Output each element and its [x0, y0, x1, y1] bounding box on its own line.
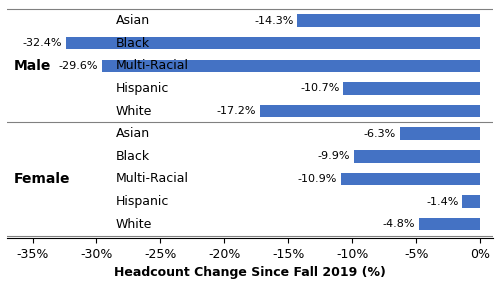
Text: White: White — [116, 218, 152, 231]
Bar — [260, 105, 480, 117]
Text: -17.2%: -17.2% — [217, 106, 256, 116]
Bar — [400, 128, 480, 140]
Text: -10.9%: -10.9% — [298, 174, 337, 184]
Bar — [419, 218, 480, 231]
Text: -9.9%: -9.9% — [318, 151, 350, 161]
Text: Female: Female — [14, 172, 70, 186]
Bar — [462, 195, 480, 208]
Bar — [66, 37, 480, 49]
Text: Black: Black — [116, 150, 150, 163]
Text: -32.4%: -32.4% — [22, 38, 62, 48]
Text: Black: Black — [116, 37, 150, 50]
Text: -14.3%: -14.3% — [254, 15, 294, 25]
Text: Asian: Asian — [116, 127, 150, 140]
Bar — [344, 82, 480, 95]
Text: White: White — [116, 105, 152, 118]
Text: -4.8%: -4.8% — [382, 219, 415, 229]
Text: Hispanic: Hispanic — [116, 195, 169, 208]
Bar — [102, 59, 480, 72]
Text: -10.7%: -10.7% — [300, 84, 340, 94]
Text: Multi-Racial: Multi-Racial — [116, 59, 188, 72]
Text: -29.6%: -29.6% — [58, 61, 98, 71]
Bar — [354, 150, 480, 162]
Text: -1.4%: -1.4% — [426, 196, 458, 206]
Bar — [341, 173, 480, 185]
Text: -6.3%: -6.3% — [364, 129, 396, 139]
Text: Asian: Asian — [116, 14, 150, 27]
Text: Hispanic: Hispanic — [116, 82, 169, 95]
Bar — [298, 14, 480, 27]
Text: Multi-Racial: Multi-Racial — [116, 172, 188, 185]
X-axis label: Headcount Change Since Fall 2019 (%): Headcount Change Since Fall 2019 (%) — [114, 266, 386, 279]
Text: Male: Male — [14, 59, 51, 73]
